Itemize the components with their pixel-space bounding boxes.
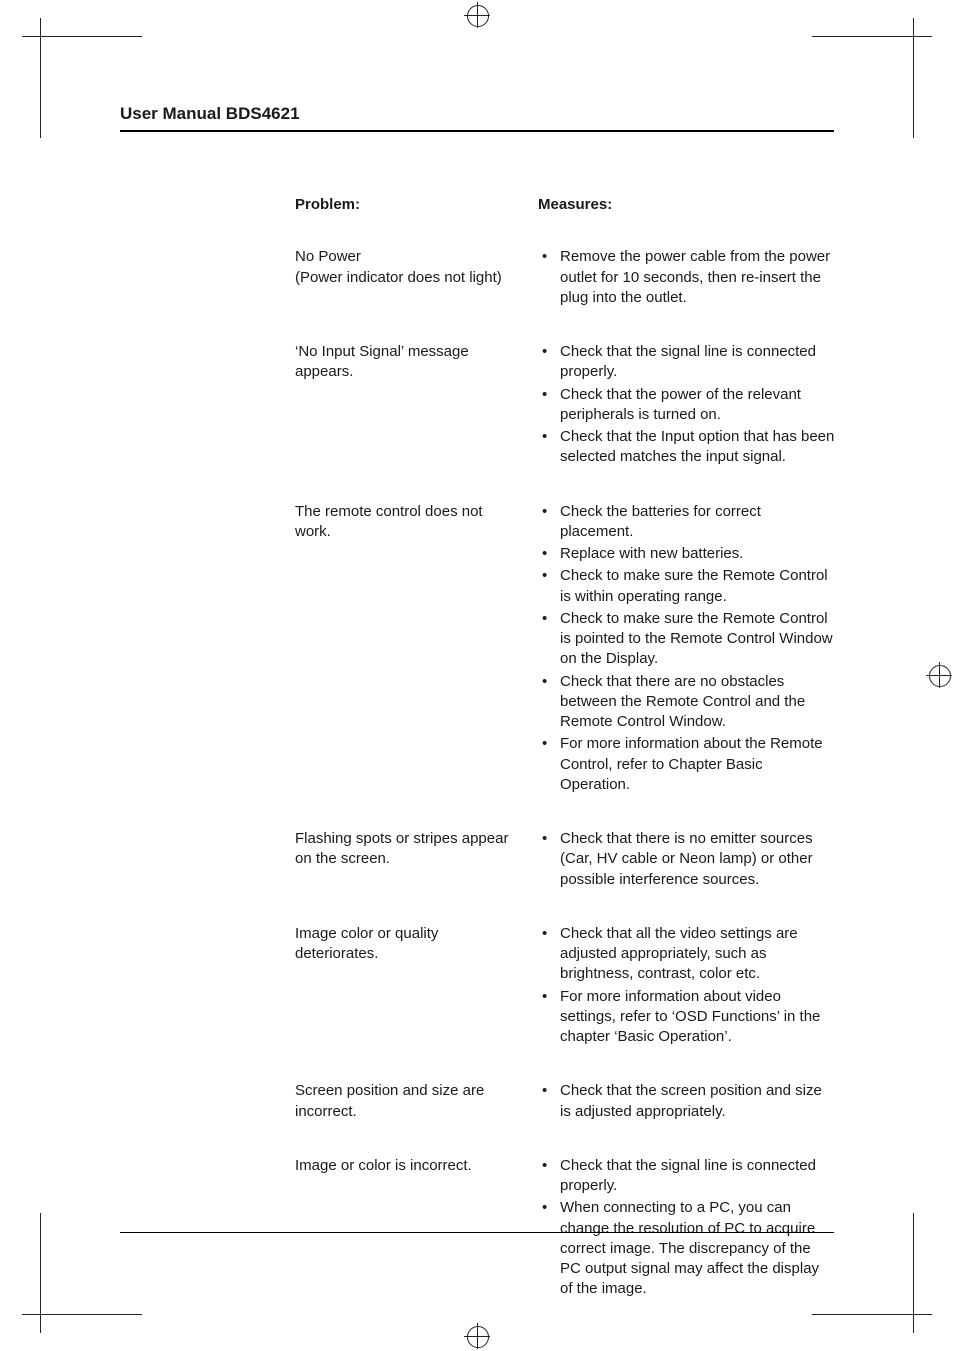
- measures-cell: Check that the screen position and size …: [538, 1081, 835, 1124]
- table-row: The remote control does not work. Check …: [295, 502, 835, 798]
- crop-mark: [913, 18, 932, 138]
- table-row: Screen position and size are incorrect. …: [295, 1081, 835, 1124]
- measure-item: Check that the signal line is connected …: [538, 342, 835, 383]
- measure-item: Replace with new batteries.: [538, 544, 835, 564]
- measure-item: For more information about video setting…: [538, 987, 835, 1048]
- problem-cell: Image or color is incorrect.: [295, 1156, 538, 1302]
- measure-item: Check that the screen position and size …: [538, 1081, 835, 1122]
- measures-cell: Check that all the video settings are ad…: [538, 924, 835, 1050]
- header: User Manual BDS4621: [120, 103, 834, 132]
- table-row: Image or color is incorrect. Check that …: [295, 1156, 835, 1302]
- measure-item: When connecting to a PC, you can change …: [538, 1198, 835, 1299]
- problem-cell: The remote control does not work.: [295, 502, 538, 798]
- measure-item: Check to make sure the Remote Control is…: [538, 609, 835, 670]
- measure-item: Check that there is no emitter sources (…: [538, 829, 835, 890]
- measure-item: Check the batteries for correct placemen…: [538, 502, 835, 543]
- measure-item: Check to make sure the Remote Control is…: [538, 566, 835, 607]
- problem-cell: No Power (Power indicator does not light…: [295, 247, 538, 310]
- problem-cell: ‘No Input Signal’ message appears.: [295, 342, 538, 470]
- measure-item: Remove the power cable from the power ou…: [538, 247, 835, 308]
- measure-item: Check that there are no obstacles betwee…: [538, 672, 835, 733]
- table-row: Flashing spots or stripes appear on the …: [295, 829, 835, 892]
- measure-item: Check that the signal line is connected …: [538, 1156, 835, 1197]
- crop-mark: [22, 1213, 41, 1333]
- manual-title: User Manual BDS4621: [120, 103, 834, 132]
- table-row: No Power (Power indicator does not light…: [295, 247, 835, 310]
- footer-rule: [120, 1232, 834, 1233]
- measure-item: Check that the Input option that has bee…: [538, 427, 835, 468]
- table-header-row: Problem: Measures:: [295, 195, 835, 215]
- measures-cell: Check the batteries for correct placemen…: [538, 502, 835, 798]
- measure-item: Check that the power of the relevant per…: [538, 385, 835, 426]
- column-header-measures: Measures:: [538, 195, 835, 215]
- troubleshooting-table: Problem: Measures: No Power (Power indic…: [295, 195, 835, 1334]
- problem-cell: Flashing spots or stripes appear on the …: [295, 829, 538, 892]
- page: User Manual BDS4621 Problem: Measures: N…: [0, 0, 954, 1351]
- table-row: Image color or quality deteriorates. Che…: [295, 924, 835, 1050]
- registration-mark-icon: [464, 2, 490, 28]
- measures-cell: Remove the power cable from the power ou…: [538, 247, 835, 310]
- measure-item: Check that all the video settings are ad…: [538, 924, 835, 985]
- crop-mark: [22, 18, 41, 138]
- column-header-problem: Problem:: [295, 195, 538, 215]
- problem-cell: Image color or quality deteriorates.: [295, 924, 538, 1050]
- measures-cell: Check that there is no emitter sources (…: [538, 829, 835, 892]
- measure-item: For more information about the Remote Co…: [538, 734, 835, 795]
- registration-mark-icon: [926, 662, 952, 688]
- table-row: ‘No Input Signal’ message appears. Check…: [295, 342, 835, 470]
- crop-mark: [913, 1213, 932, 1333]
- measures-cell: Check that the signal line is connected …: [538, 1156, 835, 1302]
- problem-cell: Screen position and size are incorrect.: [295, 1081, 538, 1124]
- measures-cell: Check that the signal line is connected …: [538, 342, 835, 470]
